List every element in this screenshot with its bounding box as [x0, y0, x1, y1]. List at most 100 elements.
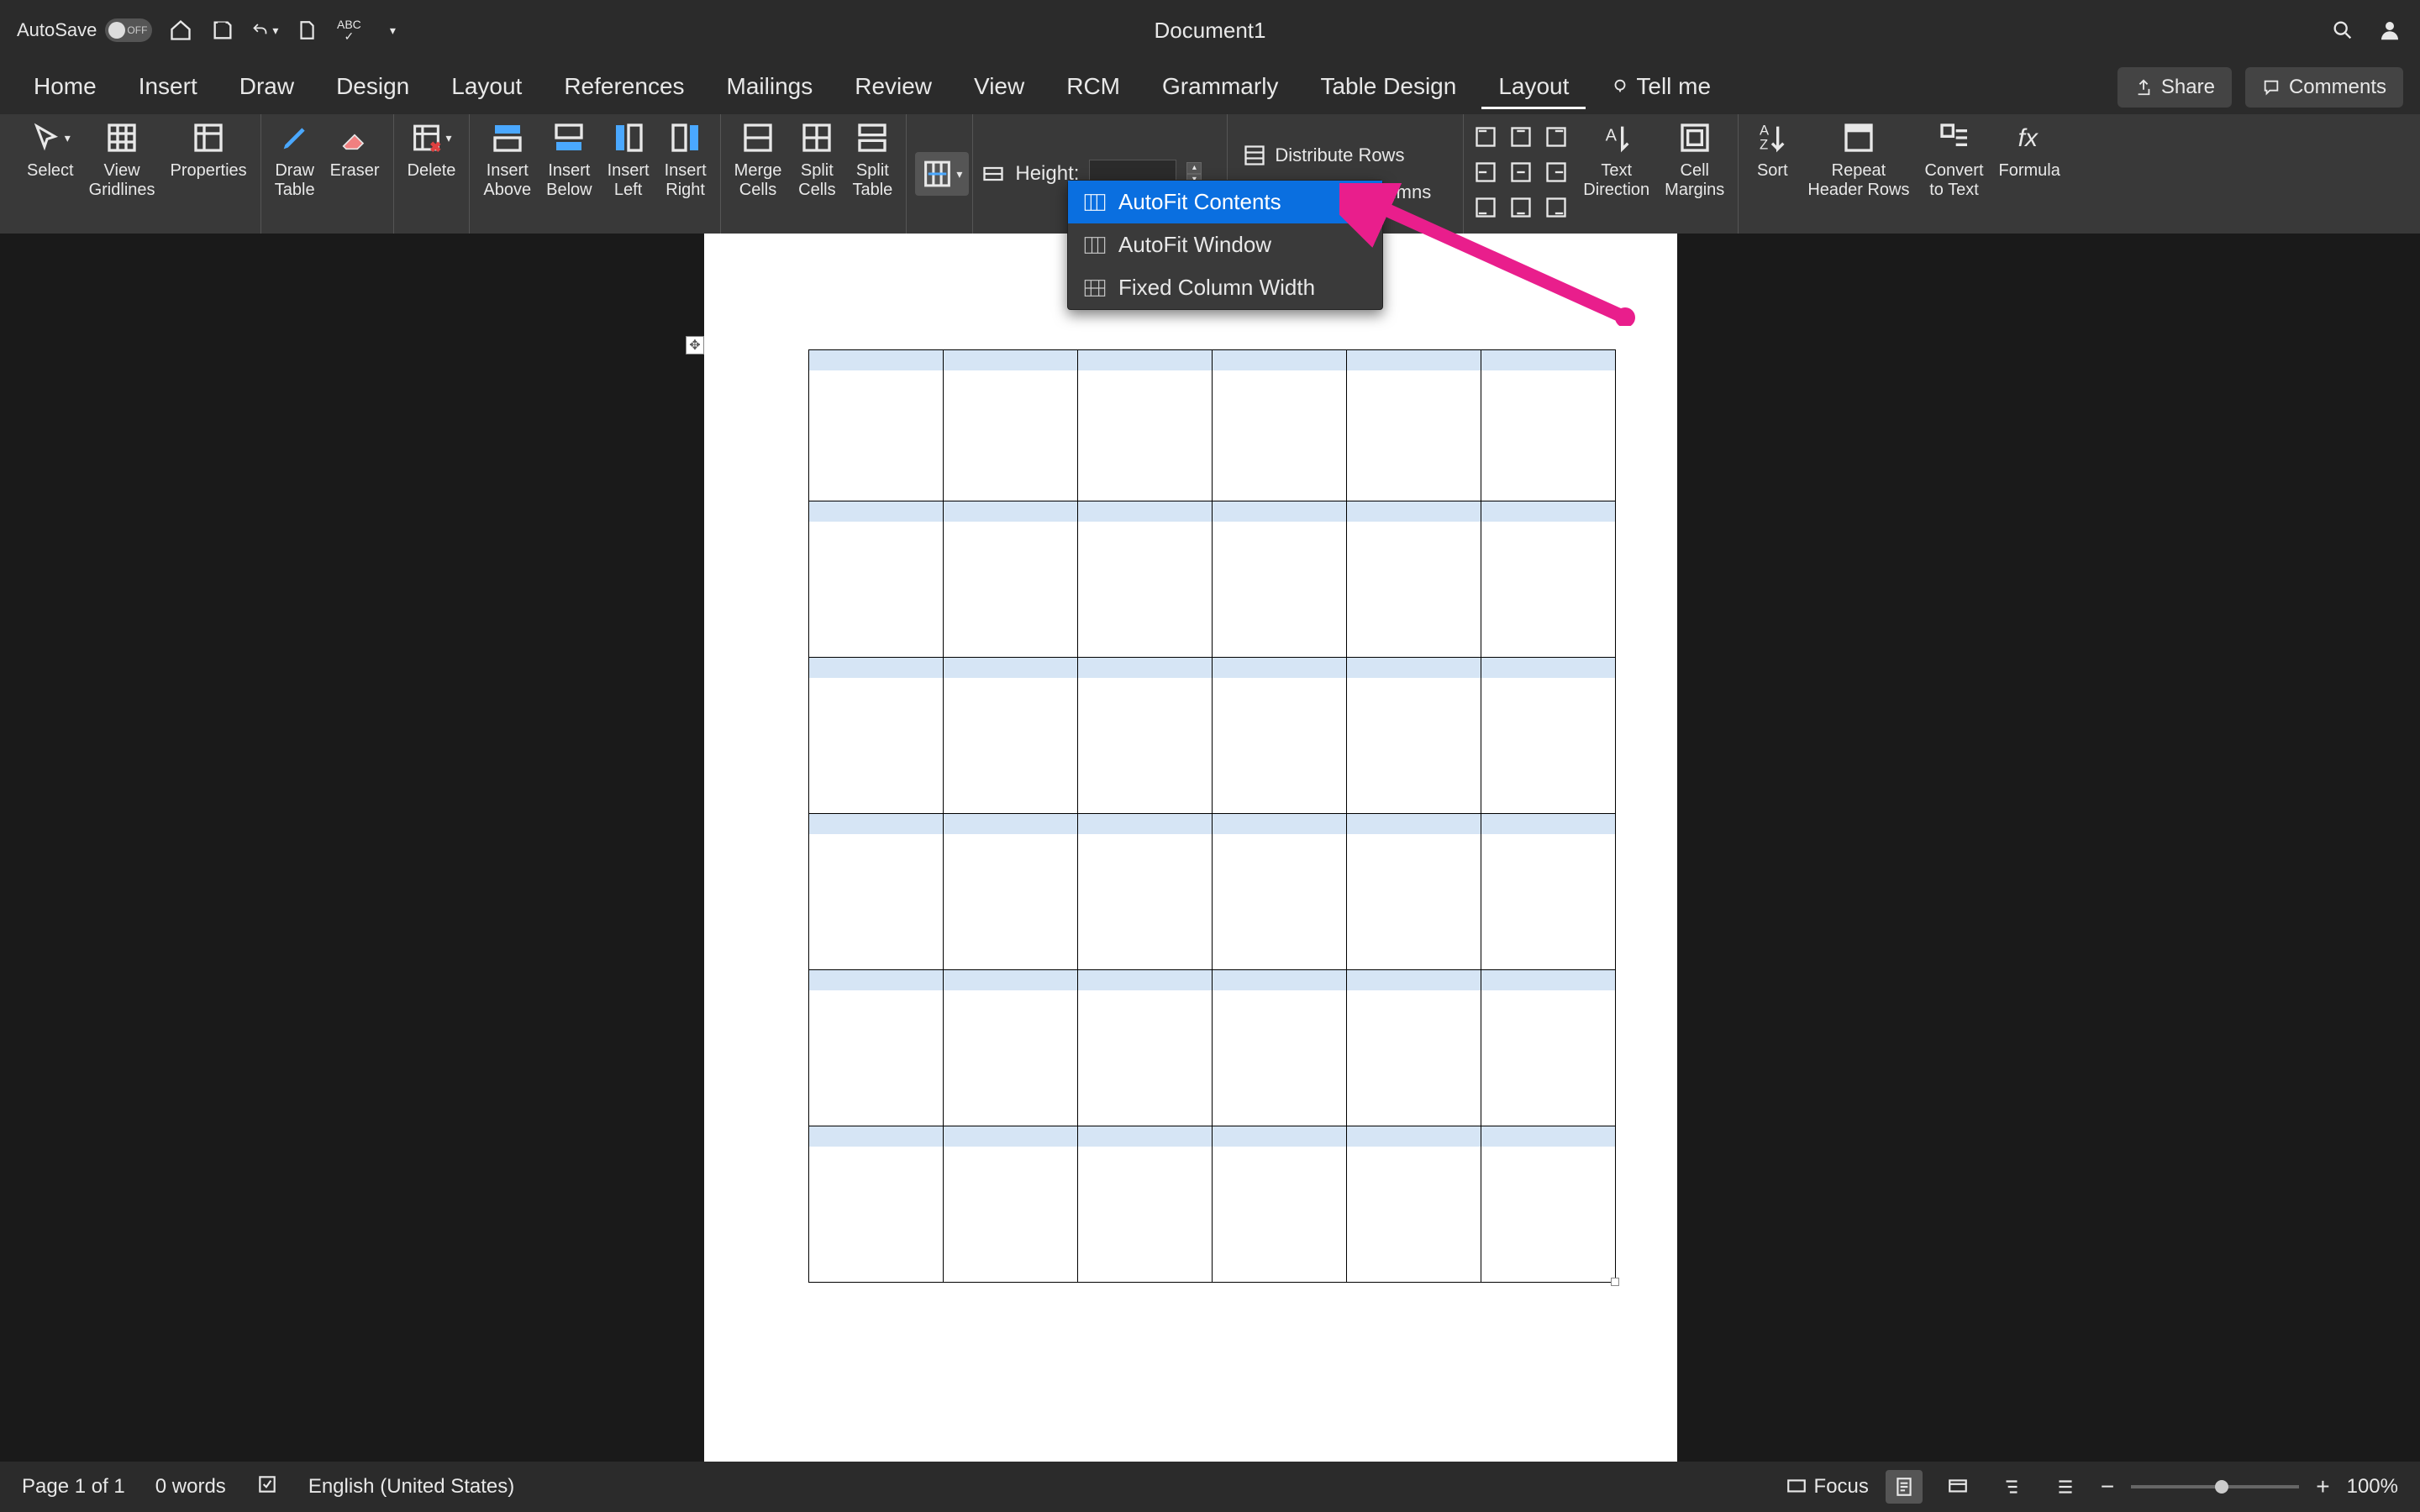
- table-cell[interactable]: [1347, 814, 1481, 970]
- eraser-button[interactable]: Eraser: [325, 114, 385, 181]
- zoom-slider[interactable]: [2131, 1485, 2299, 1488]
- table-cell[interactable]: [944, 970, 1078, 1126]
- comments-button[interactable]: Comments: [2245, 67, 2403, 108]
- zoom-out-button[interactable]: −: [2101, 1473, 2114, 1500]
- autosave-toggle[interactable]: AutoSave OFF: [17, 18, 152, 42]
- zoom-level[interactable]: 100%: [2347, 1475, 2398, 1499]
- tell-me[interactable]: Tell me: [1594, 66, 1728, 109]
- table-cell[interactable]: [1481, 350, 1616, 501]
- view-gridlines-button[interactable]: View Gridlines: [84, 114, 160, 200]
- table-cell[interactable]: [1481, 658, 1616, 814]
- table-cell[interactable]: [944, 350, 1078, 501]
- focus-mode-button[interactable]: Focus: [1786, 1475, 1869, 1499]
- table-cell[interactable]: [1347, 501, 1481, 658]
- autofit-window-item[interactable]: AutoFit Window: [1068, 223, 1382, 266]
- table-row[interactable]: [809, 970, 1616, 1126]
- select-button[interactable]: ▾ Select: [22, 114, 79, 181]
- autosave-switch[interactable]: OFF: [105, 18, 152, 42]
- save-icon[interactable]: [209, 17, 236, 44]
- table-cell[interactable]: [944, 814, 1078, 970]
- table-row[interactable]: [809, 350, 1616, 501]
- table-cell[interactable]: [1213, 501, 1347, 658]
- table-move-handle[interactable]: ✥: [686, 336, 704, 354]
- zoom-in-button[interactable]: +: [2316, 1473, 2329, 1500]
- align-br-icon[interactable]: [1543, 194, 1570, 221]
- properties-button[interactable]: Properties: [166, 114, 252, 181]
- table-cell[interactable]: [809, 970, 944, 1126]
- tab-grammarly[interactable]: Grammarly: [1145, 66, 1295, 109]
- undo-icon[interactable]: ▾: [251, 17, 278, 44]
- table-cell[interactable]: [1078, 501, 1213, 658]
- tab-design[interactable]: Design: [319, 66, 426, 109]
- table-row[interactable]: [809, 1126, 1616, 1283]
- distribute-rows-button[interactable]: Distribute Rows: [1236, 140, 1438, 171]
- table-cell[interactable]: [944, 658, 1078, 814]
- align-tr-icon[interactable]: [1543, 123, 1570, 150]
- table-cell[interactable]: [1481, 970, 1616, 1126]
- tab-references[interactable]: References: [547, 66, 701, 109]
- autofit-contents-item[interactable]: AutoFit Contents ▴▾: [1068, 181, 1382, 223]
- merge-cells-button[interactable]: Merge Cells: [729, 114, 787, 200]
- outline-view-icon[interactable]: [1993, 1470, 2030, 1504]
- web-layout-view-icon[interactable]: [1939, 1470, 1976, 1504]
- word-count[interactable]: 0 words: [155, 1475, 226, 1499]
- align-mr-icon[interactable]: [1543, 159, 1570, 186]
- tab-rcm[interactable]: RCM: [1050, 66, 1137, 109]
- table-cell[interactable]: [809, 658, 944, 814]
- repeat-header-button[interactable]: Repeat Header Rows: [1802, 114, 1914, 200]
- table-resize-handle[interactable]: [1611, 1278, 1619, 1286]
- table-cell[interactable]: [809, 814, 944, 970]
- tab-review[interactable]: Review: [838, 66, 949, 109]
- proofing-icon[interactable]: [256, 1473, 278, 1501]
- align-tc-icon[interactable]: [1507, 123, 1534, 150]
- share-button[interactable]: Share: [2118, 67, 2232, 108]
- table-cell[interactable]: [1213, 1126, 1347, 1283]
- table-cell[interactable]: [1213, 350, 1347, 501]
- draft-view-icon[interactable]: [2047, 1470, 2084, 1504]
- document-table[interactable]: [808, 349, 1616, 1283]
- table-row[interactable]: [809, 658, 1616, 814]
- document-canvas[interactable]: ✥: [0, 234, 2420, 1462]
- align-mc-icon[interactable]: [1507, 159, 1534, 186]
- convert-button[interactable]: Convert to Text: [1919, 114, 1988, 200]
- table-cell[interactable]: [944, 1126, 1078, 1283]
- home-icon[interactable]: [167, 17, 194, 44]
- table-row[interactable]: [809, 814, 1616, 970]
- table-cell[interactable]: [1481, 501, 1616, 658]
- table-cell[interactable]: [1347, 350, 1481, 501]
- tab-layout[interactable]: Layout: [434, 66, 539, 109]
- tab-insert[interactable]: Insert: [122, 66, 214, 109]
- tab-table-design[interactable]: Table Design: [1303, 66, 1473, 109]
- tab-view[interactable]: View: [957, 66, 1041, 109]
- insert-above-button[interactable]: Insert Above: [478, 114, 536, 200]
- search-icon[interactable]: [2329, 17, 2356, 44]
- table-cell[interactable]: [1347, 970, 1481, 1126]
- table-cell[interactable]: [1347, 1126, 1481, 1283]
- insert-right-button[interactable]: Insert Right: [660, 114, 712, 200]
- tab-layout-table[interactable]: Layout: [1481, 66, 1586, 109]
- table-cell[interactable]: [1213, 814, 1347, 970]
- table-cell[interactable]: [1078, 658, 1213, 814]
- formula-button[interactable]: fx Formula: [1994, 114, 2065, 181]
- table-cell[interactable]: [809, 350, 944, 501]
- delete-button[interactable]: ▾ Delete: [402, 114, 461, 181]
- new-doc-icon[interactable]: [293, 17, 320, 44]
- table-cell[interactable]: [1078, 970, 1213, 1126]
- split-cells-button[interactable]: Split Cells: [792, 114, 842, 200]
- table-cell[interactable]: [1213, 970, 1347, 1126]
- table-cell[interactable]: [1213, 658, 1347, 814]
- split-table-button[interactable]: Split Table: [847, 114, 897, 200]
- insert-left-button[interactable]: Insert Left: [602, 114, 655, 200]
- align-bl-icon[interactable]: [1472, 194, 1499, 221]
- table-cell[interactable]: [1078, 350, 1213, 501]
- table-row[interactable]: [809, 501, 1616, 658]
- table-cell[interactable]: [1347, 658, 1481, 814]
- print-layout-view-icon[interactable]: [1886, 1470, 1923, 1504]
- table-cell[interactable]: [809, 501, 944, 658]
- table-cell[interactable]: [1481, 1126, 1616, 1283]
- text-direction-button[interactable]: A Text Direction: [1578, 114, 1655, 200]
- tab-mailings[interactable]: Mailings: [710, 66, 830, 109]
- account-icon[interactable]: [2376, 17, 2403, 44]
- table-cell[interactable]: [944, 501, 1078, 658]
- align-bc-icon[interactable]: [1507, 194, 1534, 221]
